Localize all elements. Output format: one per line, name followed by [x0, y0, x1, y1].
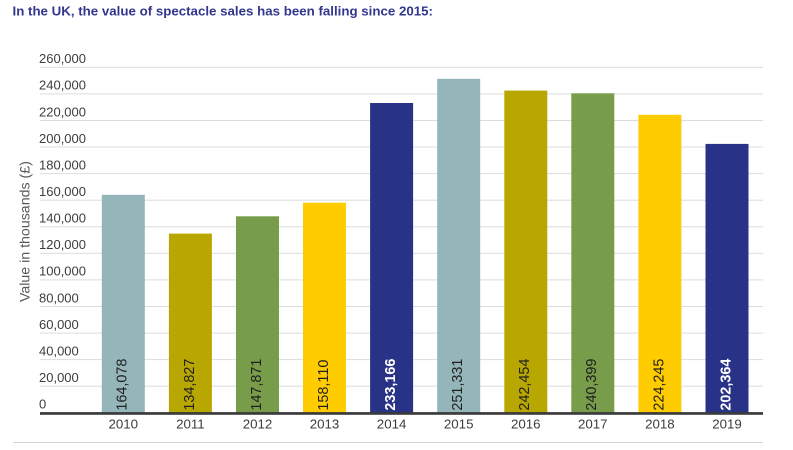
- svg-text:260,000: 260,000: [39, 51, 86, 66]
- svg-text:In the UK, the value of specta: In the UK, the value of spectacle sales …: [13, 4, 434, 19]
- svg-text:180,000: 180,000: [39, 157, 86, 172]
- svg-text:40,000: 40,000: [39, 343, 79, 358]
- svg-text:120,000: 120,000: [39, 237, 86, 252]
- svg-text:2015: 2015: [444, 417, 474, 432]
- svg-text:2014: 2014: [377, 417, 407, 432]
- svg-text:Value in thousands (£): Value in thousands (£): [18, 161, 34, 302]
- svg-text:0: 0: [39, 397, 46, 412]
- svg-text:2010: 2010: [109, 417, 139, 432]
- svg-text:200,000: 200,000: [39, 131, 86, 146]
- svg-text:251,331: 251,331: [450, 359, 466, 411]
- svg-text:20,000: 20,000: [39, 370, 79, 385]
- svg-text:147,871: 147,871: [249, 359, 265, 411]
- svg-text:134,827: 134,827: [182, 359, 198, 411]
- svg-text:2016: 2016: [511, 417, 541, 432]
- svg-text:240,399: 240,399: [584, 359, 600, 411]
- svg-text:220,000: 220,000: [39, 104, 86, 119]
- svg-text:2017: 2017: [578, 417, 608, 432]
- svg-text:2018: 2018: [645, 417, 675, 432]
- svg-text:140,000: 140,000: [39, 211, 86, 226]
- svg-text:100,000: 100,000: [39, 264, 86, 279]
- svg-text:2019: 2019: [712, 417, 742, 432]
- svg-text:2012: 2012: [243, 417, 273, 432]
- svg-text:160,000: 160,000: [39, 184, 86, 199]
- svg-text:240,000: 240,000: [39, 78, 86, 93]
- svg-text:242,454: 242,454: [517, 359, 533, 411]
- svg-text:202,364: 202,364: [718, 359, 734, 411]
- svg-text:224,245: 224,245: [651, 359, 667, 411]
- svg-text:2011: 2011: [176, 417, 205, 432]
- svg-text:233,166: 233,166: [383, 359, 399, 411]
- svg-text:158,110: 158,110: [316, 360, 332, 411]
- svg-text:164,078: 164,078: [115, 359, 131, 411]
- svg-text:60,000: 60,000: [39, 317, 79, 332]
- svg-text:80,000: 80,000: [39, 290, 79, 305]
- svg-text:2013: 2013: [310, 417, 340, 432]
